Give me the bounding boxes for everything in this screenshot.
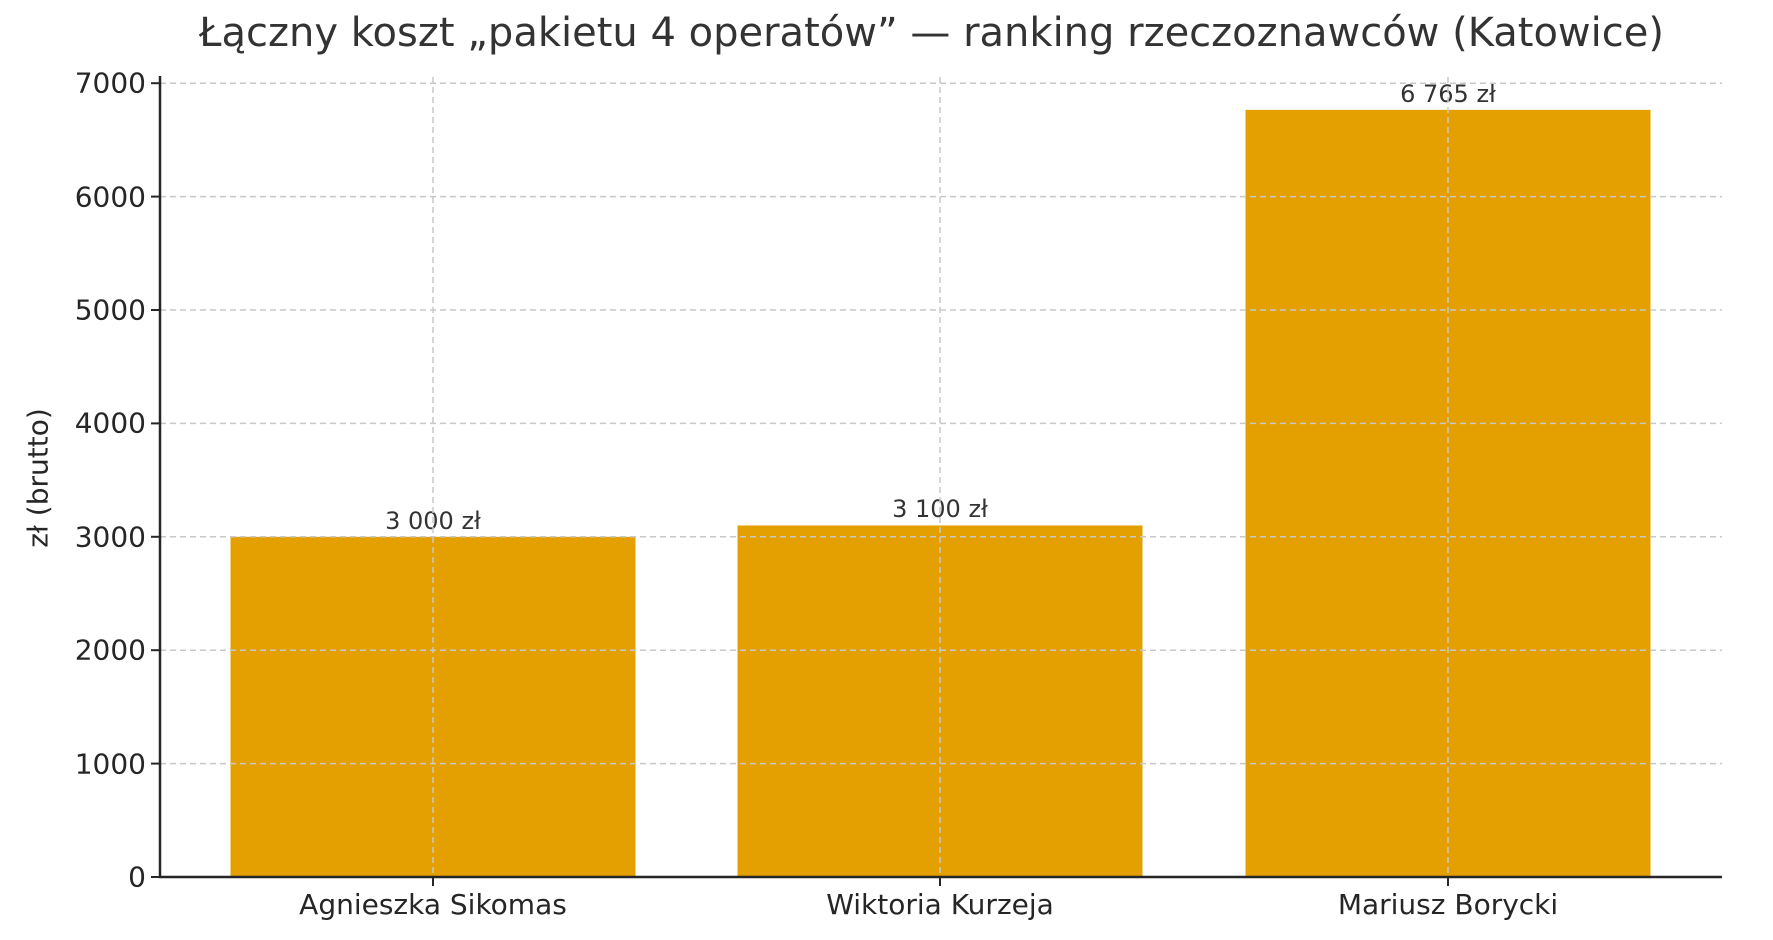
y-tick-label: 7000 xyxy=(74,66,146,100)
y-tick-label: 2000 xyxy=(74,633,146,667)
chart-title: Łączny koszt „pakietu 4 operatów” — rank… xyxy=(199,10,1664,56)
bar-value-label: 6 765 zł xyxy=(1400,79,1496,108)
y-tick-label: 1000 xyxy=(74,747,146,781)
y-tick-label: 0 xyxy=(128,860,146,894)
y-tick-label: 5000 xyxy=(74,293,146,327)
x-tick-label: Mariusz Borycki xyxy=(1337,888,1559,921)
x-tick-label: Agnieszka Sikomas xyxy=(299,888,567,921)
y-tick-label: 4000 xyxy=(74,406,146,440)
y-tick-label: 6000 xyxy=(74,180,146,214)
x-tick-label: Wiktoria Kurzeja xyxy=(826,888,1054,921)
y-tick-label: 3000 xyxy=(74,520,146,554)
